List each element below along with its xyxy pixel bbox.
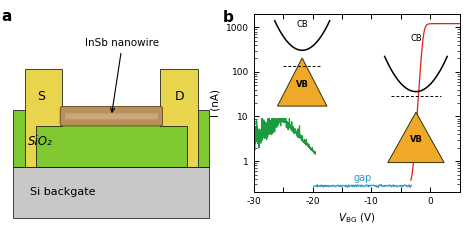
Text: VB: VB (410, 135, 422, 144)
Text: VB: VB (296, 80, 309, 89)
Bar (13, 167, 210, 218)
Y-axis label: I (nA): I (nA) (210, 89, 220, 117)
Polygon shape (160, 69, 198, 167)
Text: gap: gap (354, 173, 372, 183)
Text: CB: CB (296, 19, 308, 29)
Text: D: D (174, 90, 184, 103)
Text: b: b (223, 10, 234, 25)
Text: S: S (37, 90, 45, 103)
Polygon shape (388, 112, 444, 163)
FancyBboxPatch shape (60, 106, 163, 126)
Bar (13, 110, 210, 167)
X-axis label: $V_{\rm BG}$ (V): $V_{\rm BG}$ (V) (338, 212, 375, 225)
Text: InSb nanowire: InSb nanowire (85, 38, 160, 112)
Text: SiO₂: SiO₂ (27, 136, 53, 148)
Polygon shape (25, 69, 63, 167)
Text: CB: CB (410, 34, 422, 43)
Bar (63, 106, 160, 126)
Text: Si backgate: Si backgate (30, 187, 95, 197)
Text: a: a (1, 9, 11, 24)
FancyBboxPatch shape (65, 113, 158, 119)
Polygon shape (277, 58, 327, 106)
